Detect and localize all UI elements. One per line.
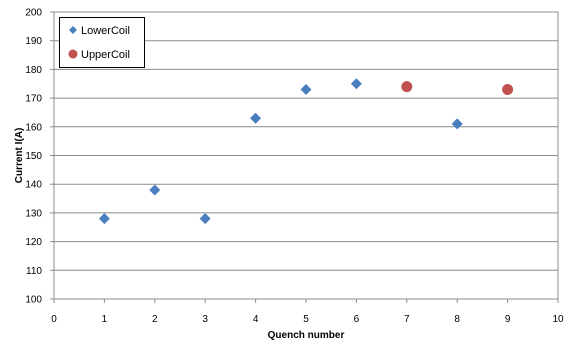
- data-point-lowercoil: [451, 118, 463, 130]
- x-tick-label: 10: [552, 314, 564, 325]
- data-point-lowercoil: [250, 112, 262, 124]
- x-axis-tick-labels: 0 1 2 3 4 5 6 7 8 9 10: [51, 314, 564, 325]
- y-tick-label: 170: [25, 94, 42, 105]
- data-point-lowercoil: [199, 213, 211, 225]
- y-tick-label: 180: [25, 65, 42, 76]
- x-tick-label: 6: [354, 314, 360, 325]
- y-tick-label: 100: [25, 295, 42, 306]
- legend-marker-lowercoil: [69, 26, 77, 34]
- y-tick-label: 110: [26, 266, 42, 277]
- y-tick-label: 190: [25, 36, 42, 47]
- x-tick-label: 0: [51, 314, 57, 325]
- y-axis-tick-labels: 100 110 120 130 140 150 160 170 180 190 200: [25, 8, 42, 306]
- legend-label-lowercoil: LowerCoil: [81, 25, 130, 37]
- y-tick-label: 140: [25, 180, 42, 191]
- data-point-uppercoil: [401, 81, 413, 93]
- x-tick-label: 2: [152, 314, 158, 325]
- legend-label-uppercoil: UpperCoil: [81, 49, 130, 61]
- x-tick-label: 8: [454, 314, 460, 325]
- legend: LowerCoil UpperCoil: [59, 17, 145, 68]
- x-tick-label: 1: [102, 314, 108, 325]
- axis-ticks: [50, 11, 559, 303]
- legend-marker-uppercoil: [68, 49, 78, 59]
- y-tick-label: 150: [25, 151, 42, 162]
- x-axis-title: Quench number: [268, 330, 345, 341]
- x-tick-label: 7: [404, 314, 410, 325]
- y-axis-title: Current I(A): [14, 128, 25, 184]
- x-tick-label: 9: [505, 314, 511, 325]
- data-point-lowercoil: [149, 184, 161, 196]
- x-tick-label: 3: [202, 314, 208, 325]
- y-tick-label: 130: [25, 208, 42, 219]
- y-tick-label: 200: [25, 8, 42, 19]
- x-tick-label: 4: [253, 314, 259, 325]
- legend-box: [59, 17, 145, 68]
- data-point-uppercoil: [502, 83, 514, 95]
- y-tick-label: 160: [25, 122, 42, 133]
- x-tick-label: 5: [303, 314, 309, 325]
- y-tick-label: 120: [25, 237, 42, 248]
- data-point-lowercoil: [300, 83, 312, 95]
- data-point-lowercoil: [350, 78, 362, 90]
- data-points: [98, 78, 514, 225]
- data-point-lowercoil: [98, 213, 110, 225]
